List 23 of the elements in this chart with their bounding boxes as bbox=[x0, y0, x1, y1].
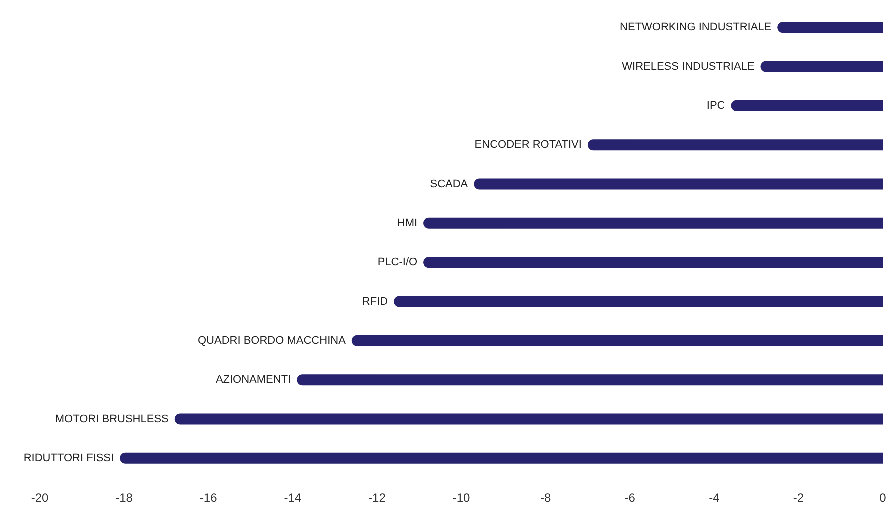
x-tick-label: -2 bbox=[793, 491, 804, 505]
x-tick-label: -18 bbox=[116, 491, 134, 505]
x-tick-label: -10 bbox=[452, 491, 470, 505]
y-tick-label: RFID bbox=[362, 296, 388, 308]
x-tick-label: -16 bbox=[200, 491, 218, 505]
x-tick-label: -20 bbox=[31, 491, 49, 505]
x-tick-label: 0 bbox=[880, 491, 887, 505]
y-tick-label: NETWORKING INDUSTRIALE bbox=[620, 22, 772, 34]
x-tick-label: -14 bbox=[284, 491, 302, 505]
x-tick-label: -8 bbox=[540, 491, 552, 505]
x-tick-label: -6 bbox=[624, 491, 636, 505]
x-tick-label: -12 bbox=[368, 491, 386, 505]
y-tick-label: WIRELESS INDUSTRIALE bbox=[622, 60, 755, 73]
y-tick-label: PLC-I/O bbox=[378, 256, 418, 269]
x-tick-label: -4 bbox=[709, 491, 720, 505]
y-tick-label: HMI bbox=[397, 217, 418, 230]
y-tick-label: IPC bbox=[706, 100, 726, 112]
y-tick-label: ENCODER ROTATIVI bbox=[474, 139, 582, 152]
y-tick-label: MOTORI BRUSHLESS bbox=[55, 413, 169, 426]
y-tick-label: RIDUTTORI FISSI bbox=[24, 452, 114, 464]
y-tick-label: QUADRI BORDO MACCHINA bbox=[198, 334, 347, 347]
y-tick-label: SCADA bbox=[430, 178, 469, 190]
y-tick-label: AZIONAMENTI bbox=[216, 374, 292, 386]
